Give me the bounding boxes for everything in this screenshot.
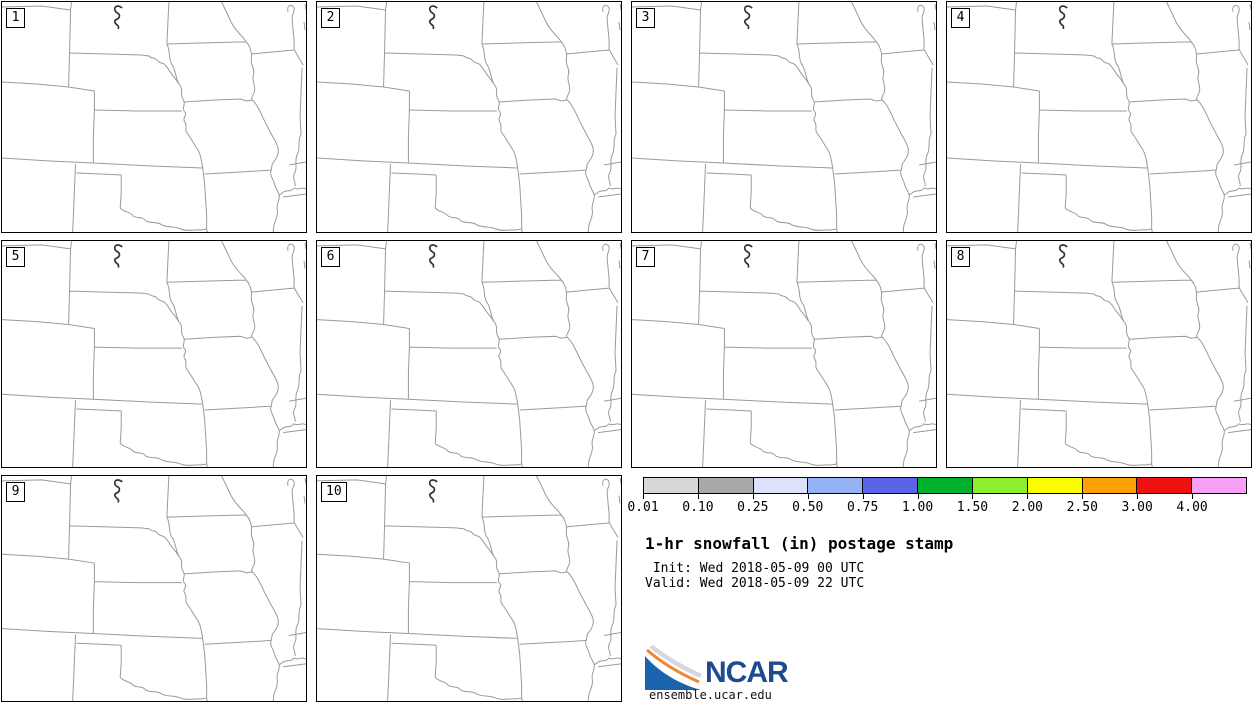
colorbar-tick [1082, 494, 1084, 499]
panel-number-badge: 6 [321, 247, 340, 267]
map-panel-member-7: 7 [631, 240, 937, 468]
colorbar-tick [1137, 494, 1139, 499]
panel-number-badge: 2 [321, 8, 340, 28]
colorbar-tick [752, 494, 754, 499]
map-panel-member-9: 9 [1, 475, 307, 702]
map-panel-member-1: 1 [1, 1, 307, 233]
colorbar-segment [697, 477, 754, 494]
map-panel-member-4: 4 [946, 1, 1252, 233]
colorbar-tick [643, 494, 644, 499]
panel-number-badge: 4 [951, 8, 970, 28]
map-panel-member-2: 2 [316, 1, 622, 233]
panel-number-badge: 9 [6, 482, 25, 502]
panel-number-badge: 10 [321, 482, 347, 502]
ncar-logo: NCAR [643, 645, 843, 691]
panel-number-badge: 7 [636, 247, 655, 267]
site-url-text: ensemble.ucar.edu [649, 688, 772, 702]
panel-number-badge: 5 [6, 247, 25, 267]
colorbar-tick-label: 0.10 [682, 500, 714, 515]
panel-number-badge: 8 [951, 247, 970, 267]
state-map [2, 2, 306, 232]
map-panel-member-5: 5 [1, 240, 307, 468]
colorbar-tick-label: 2.50 [1066, 500, 1098, 515]
colorbar-segment [1026, 477, 1083, 494]
state-map [2, 241, 306, 467]
colorbar-segment [971, 477, 1028, 494]
colorbar-segment [643, 477, 699, 494]
colorbar-tick [807, 494, 809, 499]
snowfall-colorbar [643, 477, 1247, 494]
colorbar-segment [1191, 477, 1247, 494]
init-time-line: Init: Wed 2018-05-09 00 UTC [645, 561, 865, 576]
colorbar-tick-label: 1.50 [956, 500, 989, 515]
plot-title: 1-hr snowfall (in) postage stamp [645, 534, 954, 553]
map-panel-member-3: 3 [631, 1, 937, 233]
colorbar-segment [807, 477, 864, 494]
colorbar-tick [917, 494, 919, 499]
colorbar-tick [972, 494, 974, 499]
colorbar-tick-label: 0.25 [737, 500, 769, 515]
state-map [947, 241, 1251, 467]
colorbar-segment [862, 477, 919, 494]
map-panel-member-10: 10 [316, 475, 622, 702]
state-map [317, 241, 621, 467]
colorbar-tick-label: 1.00 [901, 500, 934, 515]
colorbar-tick-label: 2.00 [1011, 500, 1044, 515]
colorbar-tick-label: 0.75 [846, 500, 879, 515]
colorbar-tick-label: 0.50 [792, 500, 824, 515]
colorbar-segment [752, 477, 809, 494]
colorbar-tick [1027, 494, 1029, 499]
map-panel-member-8: 8 [946, 240, 1252, 468]
colorbar-tick [862, 494, 864, 499]
panel-number-badge: 3 [636, 8, 655, 28]
colorbar-tick-label: 0.01 [627, 500, 659, 515]
valid-time-line: Valid: Wed 2018-05-09 22 UTC [645, 576, 865, 591]
state-map [632, 2, 936, 232]
legend-block: 0.01 0.10 0.25 0.50 0.75 1.00 1.50 2.00 … [627, 475, 1260, 702]
state-map [632, 241, 936, 467]
colorbar-tick-label: 3.00 [1121, 500, 1153, 515]
map-panel-member-6: 6 [316, 240, 622, 468]
state-map [317, 2, 621, 232]
ncar-wordmark: NCAR [705, 656, 789, 689]
colorbar-segment [917, 477, 973, 494]
colorbar-tick [697, 494, 699, 499]
colorbar-tick-label: 4.00 [1176, 500, 1208, 515]
panel-number-badge: 1 [6, 8, 25, 28]
colorbar-tick [1192, 494, 1194, 499]
ncar-swoosh-icon [645, 645, 702, 690]
state-map [947, 2, 1251, 232]
colorbar-segment [1081, 477, 1138, 494]
state-map [317, 476, 621, 701]
state-map [2, 476, 306, 701]
colorbar-segment [1136, 477, 1193, 494]
